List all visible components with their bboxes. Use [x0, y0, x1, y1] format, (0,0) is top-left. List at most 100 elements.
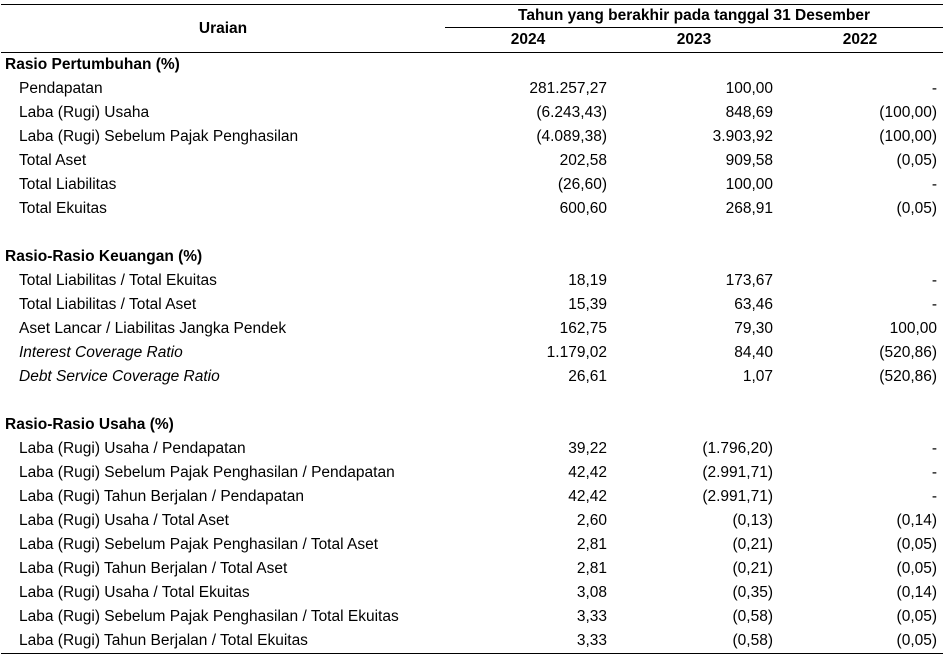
value-2024: 3,08: [576, 584, 607, 601]
period-header: Tahun yang berakhir pada tanggal 31 Dese…: [445, 4, 944, 28]
value-2024: 39,22: [568, 440, 607, 457]
value-2024: (4.089,38): [536, 128, 607, 145]
table-row: Pendapatan 281.257,27 100,00 -: [1, 77, 943, 101]
value-2023: 173,67: [725, 272, 773, 289]
table-row: Laba (Rugi) Usaha / Total Aset 2,60 (0,1…: [1, 509, 943, 533]
year-header-2023: 2023: [611, 27, 777, 53]
row-label: Total Liabilitas / Total Aset: [19, 296, 197, 313]
table-row: Total Aset 202,58 909,58 (0,05): [1, 149, 943, 173]
value-2024: 162,75: [559, 320, 607, 337]
row-label: Laba (Rugi) Tahun Berjalan / Pendapatan: [19, 488, 304, 505]
value-2022: -: [931, 440, 938, 457]
value-2024: 26,61: [568, 368, 607, 385]
section-header-growth: Rasio Pertumbuhan (%): [1, 53, 943, 78]
row-label: Debt Service Coverage Ratio: [19, 368, 220, 385]
value-2023: (0,58): [732, 608, 774, 625]
row-label: Laba (Rugi) Usaha / Total Ekuitas: [19, 584, 250, 601]
row-label: Total Ekuitas: [19, 200, 107, 217]
table-row: Laba (Rugi) Sebelum Pajak Penghasilan / …: [1, 605, 943, 629]
value-2024: 2,60: [576, 512, 607, 529]
row-label: Laba (Rugi) Sebelum Pajak Penghasilan / …: [19, 608, 399, 625]
row-label: Total Liabilitas / Total Ekuitas: [19, 272, 217, 289]
value-2022: -: [931, 464, 938, 481]
table-row: Interest Coverage Ratio 1.179,02 84,40 (…: [1, 341, 943, 365]
uraian-header: Uraian: [1, 4, 445, 53]
table-row: Laba (Rugi) Tahun Berjalan / Total Aset …: [1, 557, 943, 581]
table-row: Laba (Rugi) Tahun Berjalan / Pendapatan …: [1, 485, 943, 509]
value-2023: 100,00: [725, 176, 773, 193]
value-2024: 2,81: [576, 560, 607, 577]
table-row: Aset Lancar / Liabilitas Jangka Pendek 1…: [1, 317, 943, 341]
spacer-row: [1, 221, 943, 245]
value-2022: -: [931, 272, 938, 289]
table-row: Total Liabilitas / Total Aset 15,39 63,4…: [1, 293, 943, 317]
value-2022: (100,00): [879, 104, 938, 121]
value-2022: (0,05): [777, 629, 944, 654]
value-2023: (1.796,20): [702, 440, 773, 457]
row-label: Laba (Rugi) Tahun Berjalan / Total Aset: [19, 560, 288, 577]
value-2023: 100,00: [725, 80, 773, 97]
value-2023: (0,35): [732, 584, 774, 601]
value-2024: 42,42: [568, 464, 607, 481]
value-2024: 3,33: [445, 629, 611, 654]
value-2024: (6.243,43): [536, 104, 607, 121]
value-2022: (0,14): [896, 584, 938, 601]
section-title: Rasio-Rasio Usaha (%): [5, 416, 174, 433]
value-2024: 15,39: [568, 296, 607, 313]
value-2024: 18,19: [568, 272, 607, 289]
value-2022: (100,00): [879, 128, 938, 145]
row-label: Total Liabilitas: [19, 176, 117, 193]
row-label: Aset Lancar / Liabilitas Jangka Pendek: [19, 320, 287, 337]
table-row: Laba (Rugi) Usaha / Total Ekuitas 3,08 (…: [1, 581, 943, 605]
row-label: Interest Coverage Ratio: [19, 344, 183, 361]
value-2024: 3,33: [576, 608, 607, 625]
value-2024: 1.179,02: [546, 344, 607, 361]
table-row: Laba (Rugi) Sebelum Pajak Penghasilan / …: [1, 461, 943, 485]
row-label: Laba (Rugi) Usaha / Total Aset: [19, 512, 229, 529]
value-2023: 909,58: [725, 152, 773, 169]
value-2024: (26,60): [557, 176, 607, 193]
value-2022: (0,05): [896, 560, 938, 577]
section-header-business: Rasio-Rasio Usaha (%): [1, 413, 943, 437]
value-2022: -: [931, 488, 938, 505]
value-2022: -: [931, 176, 938, 193]
table-row: Laba (Rugi) Sebelum Pajak Penghasilan / …: [1, 533, 943, 557]
value-2023: 79,30: [734, 320, 773, 337]
row-label: Laba (Rugi) Sebelum Pajak Penghasilan / …: [19, 536, 379, 553]
year-header-2022: 2022: [777, 27, 944, 53]
value-2023: (0,13): [732, 512, 774, 529]
table-row: Total Liabilitas (26,60) 100,00 -: [1, 173, 943, 197]
value-2024: 42,42: [568, 488, 607, 505]
row-label: Laba (Rugi) Usaha / Pendapatan: [19, 440, 246, 457]
spacer-row: [1, 389, 943, 413]
value-2023: (0,21): [732, 536, 774, 553]
table-row: Total Liabilitas / Total Ekuitas 18,19 1…: [1, 269, 943, 293]
value-2024: 281.257,27: [529, 80, 607, 97]
value-2022: 100,00: [889, 320, 938, 337]
section-title: Rasio-Rasio Keuangan (%): [5, 248, 203, 265]
row-label: Laba (Rugi) Tahun Berjalan / Total Ekuit…: [1, 629, 445, 654]
year-header-2024: 2024: [445, 27, 611, 53]
value-2023: (0,58): [611, 629, 777, 654]
table-row: Laba (Rugi) Usaha / Pendapatan 39,22 (1.…: [1, 437, 943, 461]
section-title: Rasio Pertumbuhan (%): [5, 56, 180, 73]
value-2022: (520,86): [879, 344, 938, 361]
value-2023: 1,07: [742, 368, 773, 385]
row-label: Pendapatan: [19, 80, 103, 97]
value-2022: (0,05): [896, 608, 938, 625]
value-2022: (0,05): [896, 536, 938, 553]
value-2022: -: [931, 296, 938, 313]
value-2022: (0,05): [896, 152, 938, 169]
table-row: Laba (Rugi) Usaha (6.243,43) 848,69 (100…: [1, 101, 943, 125]
value-2023: 84,40: [734, 344, 773, 361]
value-2023: (0,21): [732, 560, 774, 577]
row-label: Laba (Rugi) Sebelum Pajak Penghasilan / …: [19, 464, 395, 481]
table-row: Laba (Rugi) Sebelum Pajak Penghasilan (4…: [1, 125, 943, 149]
value-2023: (2.991,71): [702, 464, 773, 481]
row-label: Total Aset: [19, 152, 87, 169]
value-2023: (2.991,71): [702, 488, 773, 505]
value-2022: (520,86): [879, 368, 938, 385]
value-2024: 2,81: [576, 536, 607, 553]
value-2023: 3.903,92: [712, 128, 773, 145]
value-2022: -: [931, 80, 938, 97]
